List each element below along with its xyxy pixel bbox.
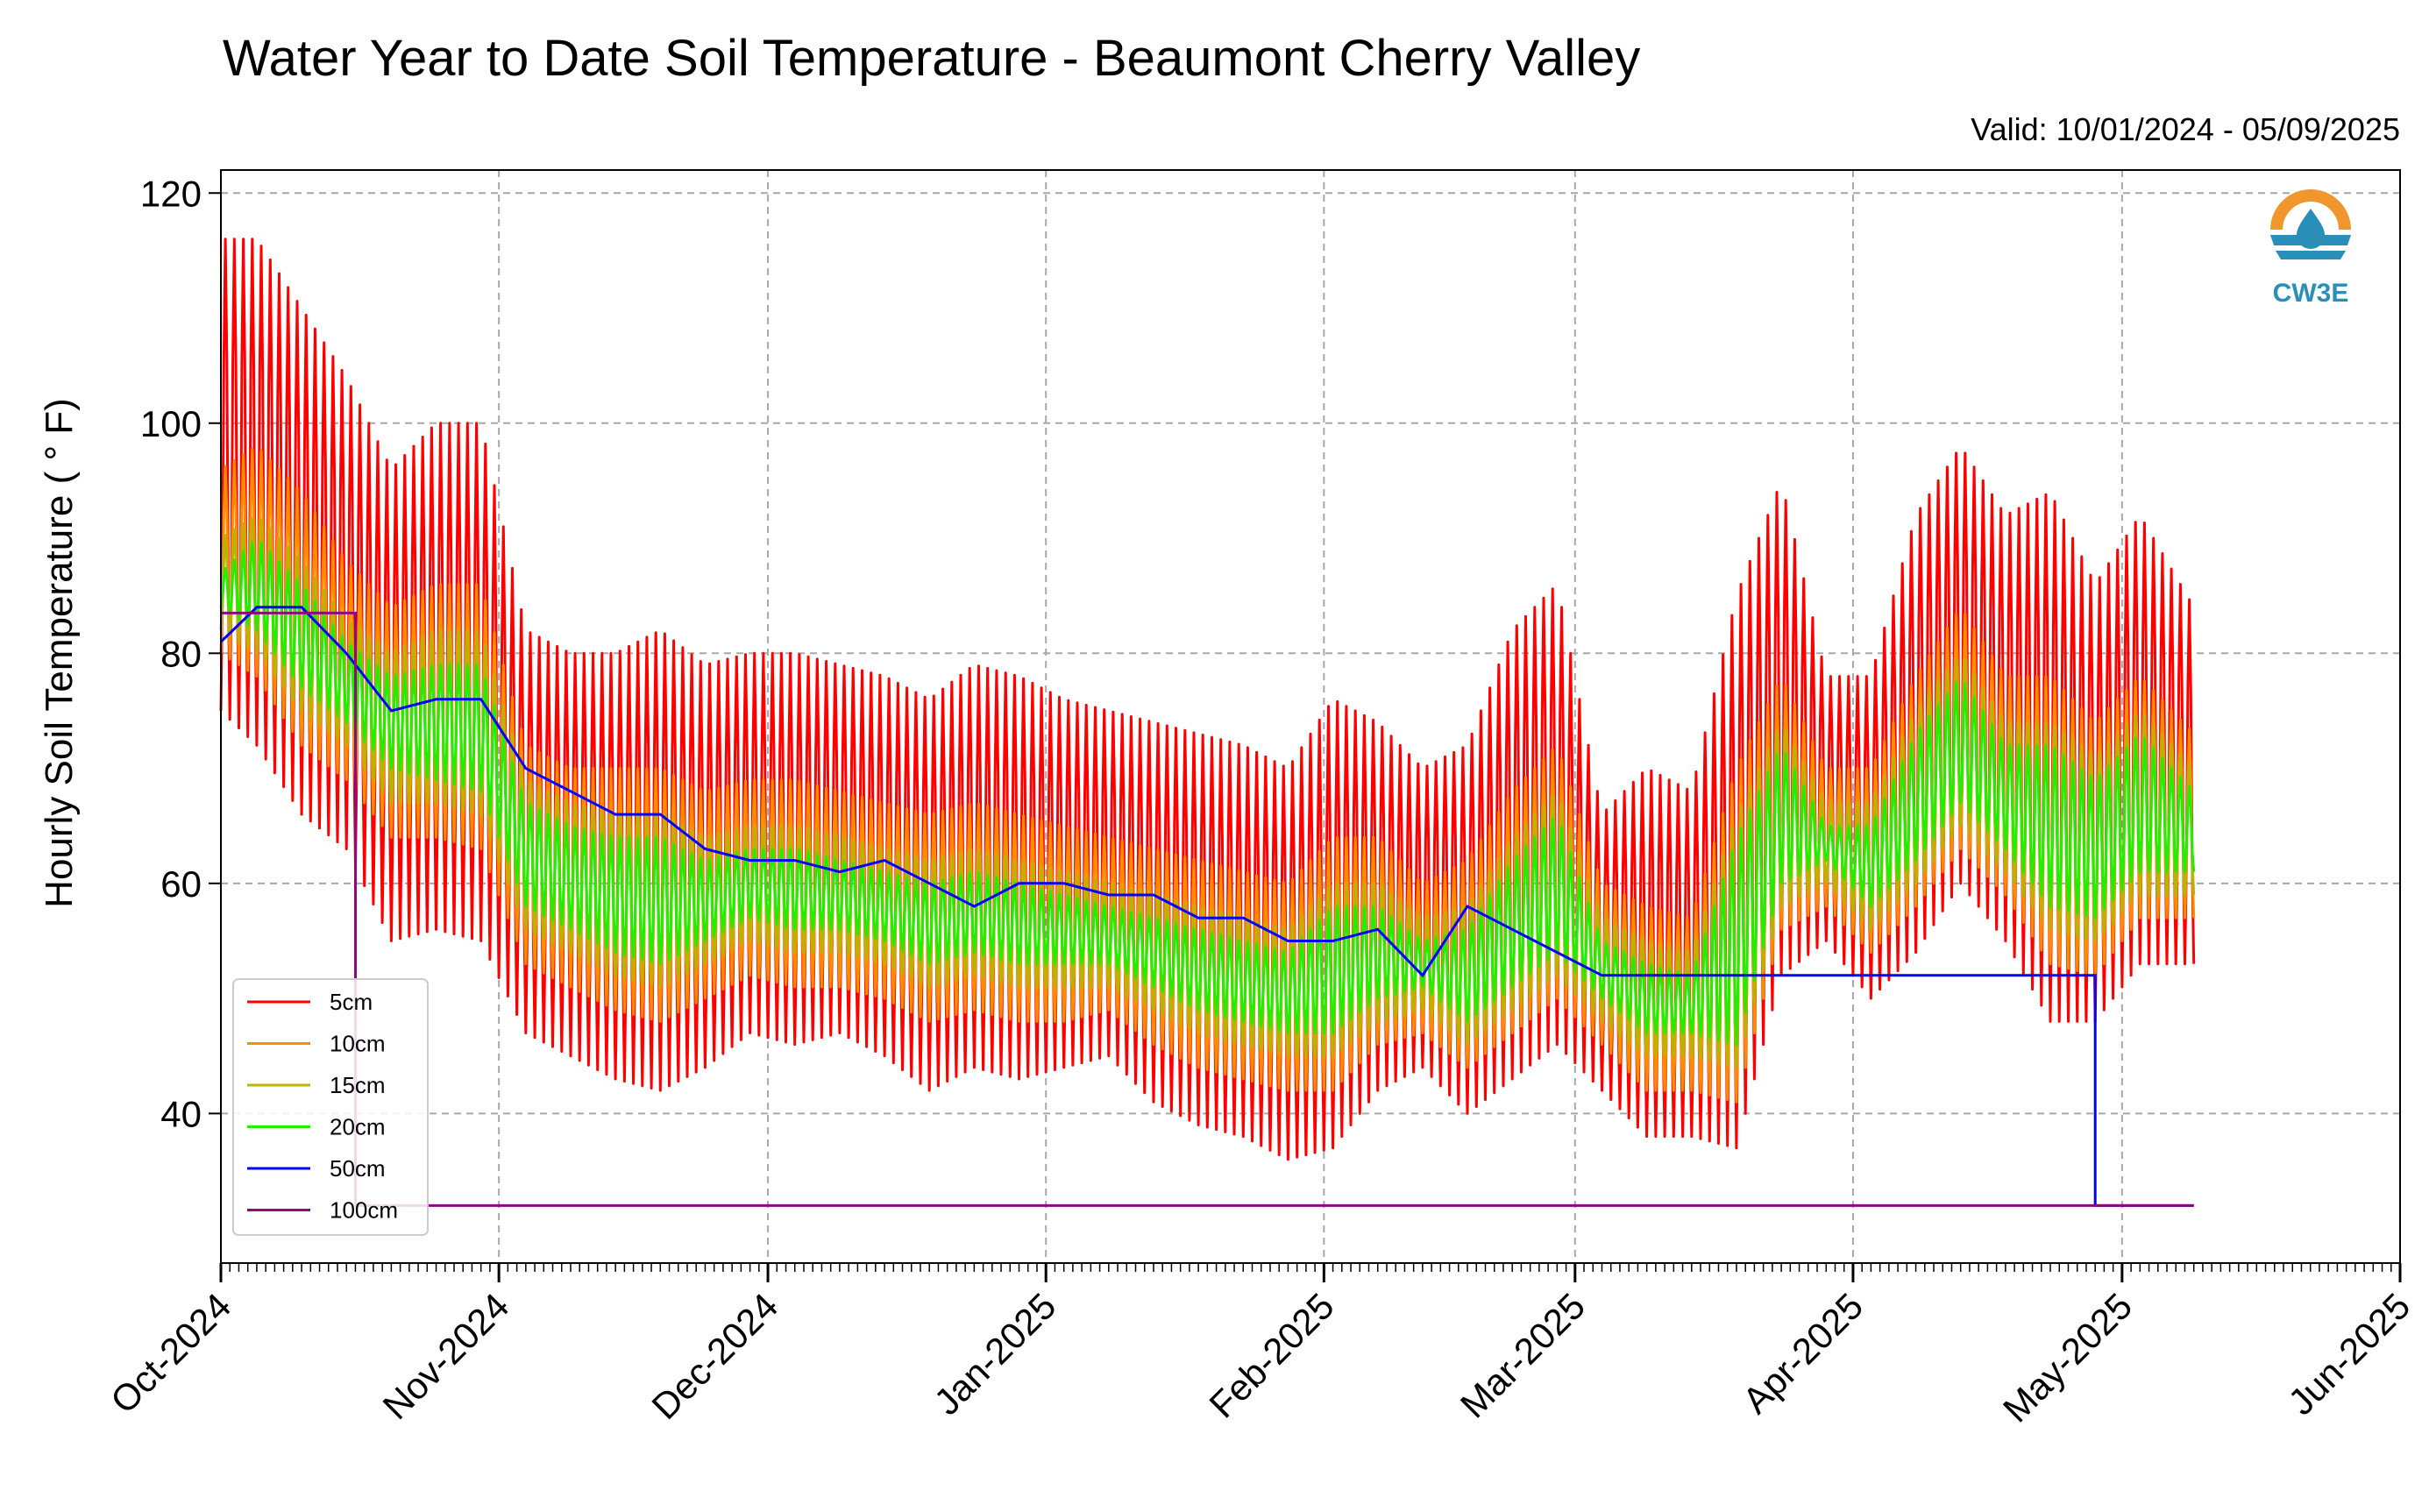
x-tick-label: May-2025 <box>1995 1285 2140 1430</box>
series-line-5cm <box>219 238 2196 1161</box>
series-line-100cm <box>221 611 2194 1207</box>
series-line-20cm <box>219 541 2196 1047</box>
y-tick-label: 60 <box>160 863 202 905</box>
legend: 5cm 10cm 15cm 20cm 50cm 100cm <box>232 978 429 1236</box>
x-tick-label: Mar-2025 <box>1452 1285 1593 1425</box>
y-axis-label: Hourly Soil Temperature ( ° F) <box>38 398 81 908</box>
y-tick-label: 100 <box>140 403 202 444</box>
x-tick-label: Oct-2024 <box>103 1285 238 1421</box>
series-layer <box>219 238 2196 1207</box>
logo-text: CW3E <box>2273 279 2349 308</box>
legend-label-100cm: 100cm <box>330 1197 398 1224</box>
legend-label-50cm: 50cm <box>330 1155 386 1182</box>
x-tick-label: Apr-2025 <box>1735 1285 1871 1421</box>
series-line-50cm <box>219 606 2194 1207</box>
y-tick-label: 120 <box>140 173 202 214</box>
x-tick-label: Feb-2025 <box>1201 1285 1341 1425</box>
x-tick-label: Dec-2024 <box>643 1285 785 1427</box>
legend-label-10cm: 10cm <box>330 1031 386 1057</box>
x-tick-label: Nov-2024 <box>375 1285 517 1427</box>
x-tick-label: Jun-2025 <box>2280 1285 2418 1423</box>
y-tick-label: 80 <box>160 633 202 674</box>
legend-label-15cm: 15cm <box>330 1072 386 1098</box>
legend-label-5cm: 5cm <box>330 989 373 1015</box>
legend-label-20cm: 20cm <box>330 1114 386 1140</box>
chart-title: Water Year to Date Soil Temperature - Be… <box>223 30 1640 87</box>
cw3e-logo: CW3E <box>2269 189 2353 308</box>
chart-subtitle: Valid: 10/01/2024 - 05/09/2025 <box>1971 111 2400 147</box>
plot-frame <box>220 169 2401 1264</box>
y-tick-label: 40 <box>160 1093 202 1134</box>
x-tick-label: Jan-2025 <box>926 1285 1063 1423</box>
